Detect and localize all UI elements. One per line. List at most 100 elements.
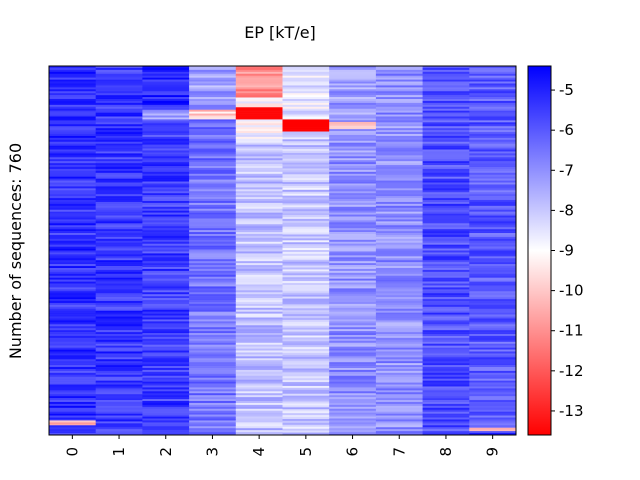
heatmap-cell-col7 <box>375 221 424 224</box>
heatmap-cell-col2 <box>142 233 190 237</box>
heatmap-cell-col5 <box>282 372 330 375</box>
heatmap-cell-col4 <box>235 118 283 120</box>
heatmap-cell-col6 <box>329 278 377 281</box>
heatmap-cell-col5 <box>282 147 330 150</box>
heatmap-cell-col2 <box>142 91 190 94</box>
heatmap-cell-col5 <box>282 321 330 325</box>
heatmap-cell-col7 <box>375 293 424 296</box>
heatmap-cell-col8 <box>422 67 470 71</box>
heatmap-cell-col5 <box>282 108 330 111</box>
heatmap-cell-col1 <box>95 67 143 71</box>
heatmap-cell-col8 <box>422 192 470 195</box>
heatmap-cell-col1 <box>95 312 143 315</box>
heatmap-cell-col5 <box>282 217 330 220</box>
heatmap-cell-col5 <box>282 79 330 82</box>
heatmap-cell-col5 <box>282 358 330 362</box>
heatmap-cell-col3 <box>189 162 237 165</box>
heatmap-cell-col4 <box>235 290 283 293</box>
heatmap-cell-col3 <box>189 298 237 301</box>
heatmap-cell-col2 <box>142 270 190 274</box>
heatmap-cell-col7 <box>375 308 424 311</box>
heatmap-cell-col1 <box>95 81 143 84</box>
heatmap-cell-col3 <box>189 133 237 136</box>
heatmap-cell-col9 <box>469 273 517 277</box>
heatmap-cell-col8 <box>422 337 470 341</box>
heatmap-cell-col8 <box>422 398 470 401</box>
heatmap-cell-col5 <box>282 275 330 278</box>
heatmap-cell-col3 <box>189 303 237 307</box>
heatmap-cell-col7 <box>375 219 424 222</box>
heatmap-cell-col0 <box>49 180 97 183</box>
heatmap-cell-col9 <box>469 380 517 383</box>
heatmap-cell-col7 <box>375 275 424 278</box>
heatmap-cell-col5 <box>282 259 330 262</box>
heatmap-cell-col3 <box>189 123 237 126</box>
heatmap-cell-col7 <box>375 91 424 94</box>
heatmap-cell-col2 <box>142 216 190 219</box>
colorbar <box>527 65 552 436</box>
heatmap-cell-col9 <box>469 87 517 90</box>
heatmap-cell-col5 <box>282 378 330 381</box>
heatmap-cell-col7 <box>375 165 424 168</box>
heatmap-cell-col8 <box>422 217 470 220</box>
heatmap-cell-col1 <box>95 266 143 269</box>
heatmap-cell-col2 <box>142 298 190 301</box>
heatmap-cell-col4 <box>235 298 283 301</box>
heatmap-cell-col1 <box>95 411 143 414</box>
heatmap-cell-col4 <box>235 397 283 400</box>
heatmap-cell-col6 <box>329 71 377 75</box>
heatmap-cell-col5 <box>282 67 330 71</box>
heatmap-cell-col8 <box>422 116 470 119</box>
heatmap-cell-col2 <box>142 140 190 144</box>
heatmap-cell-col6 <box>329 204 377 208</box>
heatmap-cell-col0 <box>49 242 97 245</box>
heatmap-cell-col2 <box>142 115 190 118</box>
heatmap-cell-col2 <box>142 401 190 404</box>
heatmap-cell-col4 <box>235 69 283 73</box>
heatmap-cell-col9 <box>469 73 517 77</box>
heatmap-cell-col6 <box>329 257 377 260</box>
heatmap-cell-col6 <box>329 131 377 134</box>
heatmap-cell-col2 <box>142 222 190 225</box>
heatmap-cell-col8 <box>422 250 470 253</box>
heatmap-cell-col3 <box>189 237 237 241</box>
heatmap-cell-col3 <box>189 195 237 198</box>
heatmap-cell-col8 <box>422 394 470 397</box>
heatmap-cell-col2 <box>142 362 190 365</box>
heatmap-cell-col5 <box>282 389 330 393</box>
heatmap-cell-col7 <box>375 310 424 313</box>
heatmap-cell-col4 <box>235 385 283 388</box>
heatmap-cell-col6 <box>329 313 377 316</box>
heatmap-cell-col1 <box>95 157 143 160</box>
heatmap-cell-col0 <box>49 409 97 412</box>
heatmap-cell-col5 <box>282 215 330 218</box>
heatmap-cell-col7 <box>375 300 424 304</box>
heatmap-cell-col4 <box>235 368 283 371</box>
heatmap-cell-col2 <box>142 313 190 316</box>
heatmap-cell-col7 <box>375 388 424 391</box>
heatmap-cell-col0 <box>49 252 97 255</box>
heatmap-cell-col0 <box>49 299 97 302</box>
heatmap-cell-col5 <box>282 430 330 433</box>
heatmap-cell-col7 <box>375 233 424 236</box>
heatmap-cell-col7 <box>375 155 424 158</box>
heatmap-cell-col6 <box>329 274 377 278</box>
heatmap-cell-col5 <box>282 356 330 360</box>
heatmap-cell-col1 <box>95 122 143 125</box>
heatmap-cell-col0 <box>49 283 97 286</box>
heatmap-cell-col3 <box>189 81 237 84</box>
heatmap-cell-col8 <box>422 396 470 399</box>
heatmap-cell-col4 <box>235 129 283 132</box>
heatmap-cell-col7 <box>375 429 424 432</box>
heatmap-cell-col8 <box>422 112 470 115</box>
heatmap-cell-col9 <box>469 108 517 111</box>
heatmap-cell-col1 <box>95 238 143 242</box>
heatmap-cell-col0 <box>49 337 97 341</box>
heatmap-cell-col3 <box>189 166 237 169</box>
heatmap-cell-col8 <box>422 343 470 346</box>
heatmap-cell-col7 <box>375 368 424 372</box>
heatmap-cell-col1 <box>95 130 143 133</box>
heatmap-cell-col6 <box>329 183 377 186</box>
heatmap-cell-col8 <box>422 351 470 354</box>
heatmap-cell-col5 <box>282 387 330 391</box>
